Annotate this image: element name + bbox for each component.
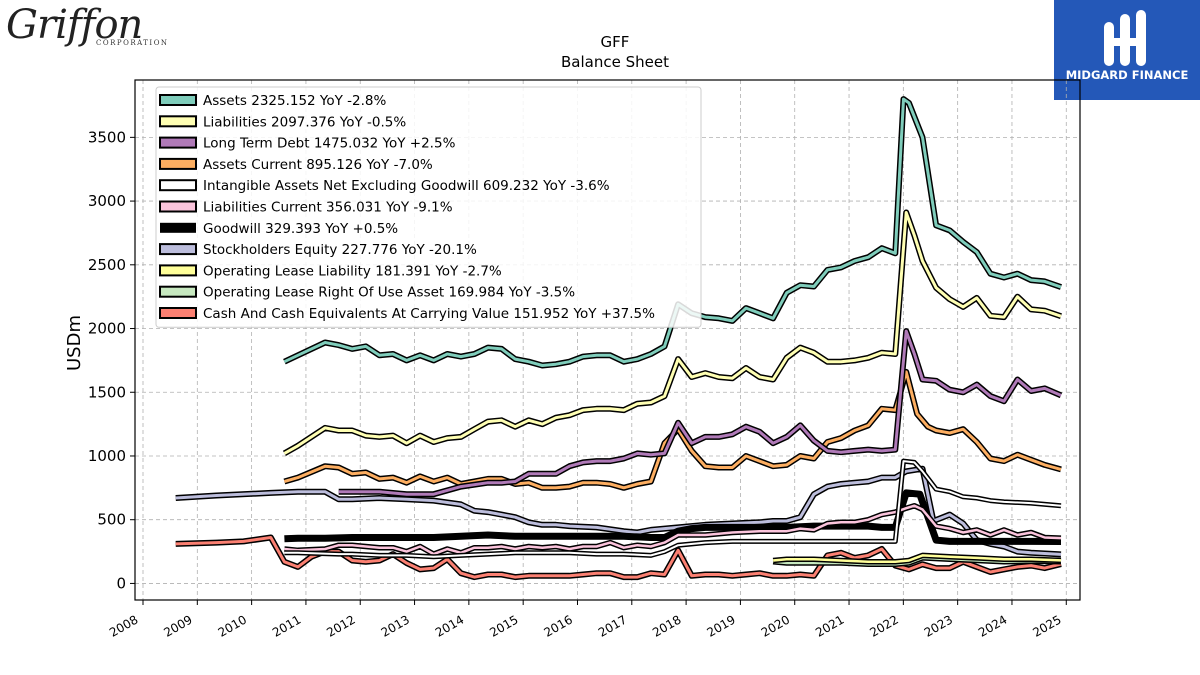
y-tick-label: 2500 (88, 256, 126, 274)
x-tick-label: 2014 (433, 612, 466, 639)
legend-swatch-intangibles (159, 179, 197, 192)
legend-swatch-goodwill (160, 222, 196, 233)
chart-subtitle: Balance Sheet (561, 53, 669, 71)
legend-swatch-liabilities_current (159, 200, 197, 213)
series-line-goodwill (284, 489, 1062, 545)
x-tick-label: 2009 (161, 612, 194, 639)
plot-frame (134, 79, 1081, 601)
griffon-logo-sub: CORPORATION (96, 39, 169, 47)
y-tick-label: 1000 (88, 447, 126, 465)
x-tick-label: 2017 (596, 612, 629, 639)
legend-swatch-cash (159, 307, 197, 319)
x-tick-label: 2013 (379, 612, 412, 639)
legend-label-intangibles: Intangible Assets Net Excluding Goodwill… (203, 178, 610, 194)
y-tick-label: 2000 (88, 320, 126, 338)
y-tick-label: 3000 (88, 192, 126, 210)
x-tick-label: 2010 (216, 612, 249, 639)
legend-label-assets_current: Assets Current 895.126 YoY -7.0% (203, 157, 433, 173)
x-tick-label: 2015 (487, 612, 520, 639)
legend-label-op_lease_rou: Operating Lease Right Of Use Asset 169.9… (203, 285, 575, 301)
x-tick-label: 2022 (867, 612, 900, 639)
x-tick-label: 2008 (107, 612, 140, 639)
x-axis: 2008 2009 2010 2011 2012 2013 2014 2015 2016 2017… (107, 600, 1067, 640)
y-tick-label: 0 (116, 574, 126, 592)
series-line-liabilities_current (284, 504, 1062, 556)
series-line-liabilities (283, 211, 1062, 455)
series-line-assets_current (283, 370, 1062, 490)
series-line-intangibles (284, 460, 1062, 558)
x-tick-label: 2018 (650, 612, 683, 639)
y-axis-label: USDm (64, 315, 85, 371)
x-tick-label: 2024 (976, 612, 1009, 639)
legend-swatch-op_lease_liab (159, 264, 197, 277)
series-layer (175, 96, 1063, 581)
griffon-logo: Griffon CORPORATION (4, 2, 174, 50)
legend-label-equity: Stockholders Equity 227.776 YoY -20.1% (203, 242, 477, 258)
x-tick-label: 2025 (1030, 612, 1063, 639)
x-tick-label: 2012 (324, 612, 357, 639)
legend-swatch-liabilities (159, 115, 197, 128)
series-line-op_lease_liab (772, 554, 1062, 564)
y-tick-label: 3500 (88, 128, 126, 146)
legend-label-long_term_debt: Long Term Debt 1475.032 YoY +2.5% (203, 136, 456, 152)
legend-label-cash: Cash And Cash Equivalents At Carrying Va… (203, 306, 655, 322)
x-tick-label: 2011 (270, 612, 303, 639)
y-tick-label: 1500 (88, 383, 126, 401)
griffon-logo-word: Griffon (6, 2, 143, 48)
legend-box (155, 86, 702, 328)
x-tick-label: 2016 (542, 612, 575, 639)
legend-swatch-assets_current (159, 157, 197, 170)
legend-swatch-op_lease_rou (159, 285, 197, 298)
legend: Assets 2325.152 YoY -2.8% Liabilities 209… (155, 86, 702, 328)
x-tick-label: 2021 (813, 612, 846, 639)
y-axis: 0 500 1000 1500 2000 2500 3000 3500 (88, 128, 135, 592)
midgard-emblem-icon (1104, 10, 1146, 66)
midgard-finance-logo: MIDGARD FINANCE (1054, 0, 1200, 100)
midgard-finance-text: MIDGARD FINANCE (1065, 68, 1189, 82)
legend-label-liabilities: Liabilities 2097.376 YoY -0.5% (203, 114, 406, 130)
legend-swatch-equity (159, 243, 197, 256)
legend-label-liabilities_current: Liabilities Current 356.031 YoY -9.1% (203, 200, 453, 216)
series-line-long_term_debt (338, 329, 1062, 496)
x-tick-label: 2023 (922, 612, 955, 639)
x-tick-label: 2019 (704, 612, 737, 639)
y-tick-label: 500 (97, 511, 126, 529)
x-tick-label: 2020 (759, 612, 792, 639)
legend-label-goodwill: Goodwill 329.393 YoY +0.5% (203, 221, 398, 237)
series-line-cash (175, 536, 1062, 579)
legend-label-assets: Assets 2325.152 YoY -2.8% (203, 93, 387, 109)
chart-title: GFF (601, 33, 630, 51)
legend-swatch-assets (159, 94, 197, 106)
legend-swatch-long_term_debt (159, 136, 197, 149)
legend-label-op_lease_liab: Operating Lease Liability 181.391 YoY -2… (203, 263, 502, 279)
